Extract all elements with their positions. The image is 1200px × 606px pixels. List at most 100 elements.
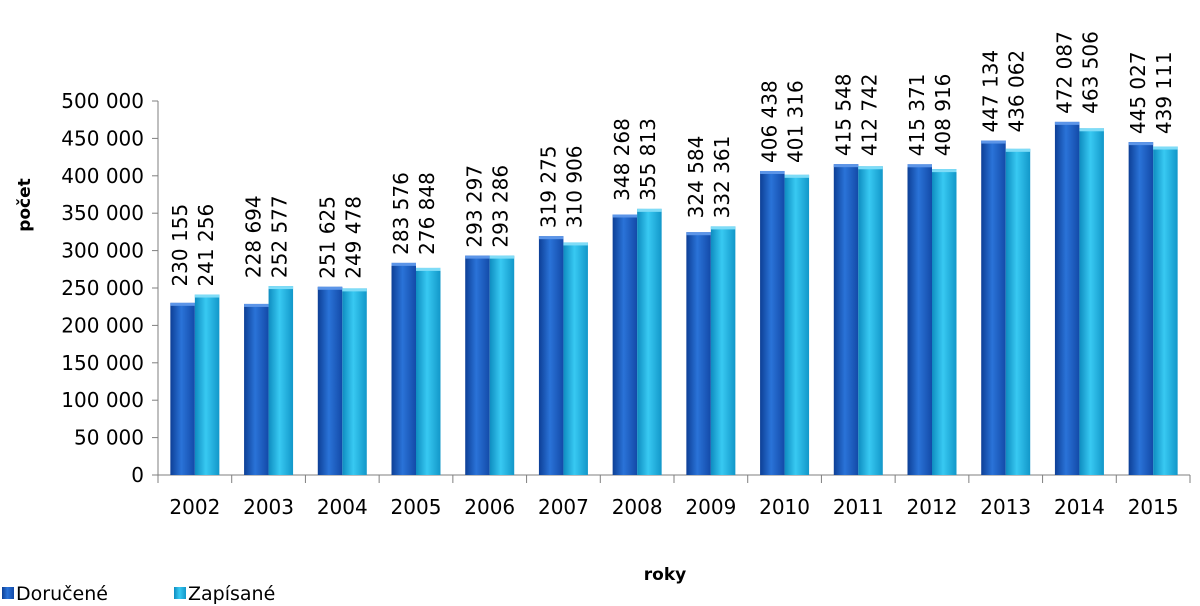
bar-top-Zapísané-2012: [932, 169, 957, 173]
bar-top-Doručené-2010: [760, 170, 785, 174]
bar-Zapísané-2006: [489, 255, 515, 475]
x-tick-label: 2013: [980, 495, 1031, 519]
bar-Doručené-2010: [760, 170, 785, 475]
bar-top-Zapísané-2008: [637, 208, 662, 212]
bar-Zapísané-2014: [1079, 128, 1104, 475]
x-tick-label: 2015: [1128, 495, 1179, 519]
data-label-Doručené-2015: 445 027: [1126, 51, 1150, 134]
data-label-Zapísané-2004: 249 478: [341, 196, 365, 279]
bar-Zapísané-2005: [416, 267, 441, 475]
data-label-Zapísané-2014: 463 506: [1078, 31, 1102, 114]
bar-Zapísané-2012: [932, 169, 957, 475]
bar-top-Doručené-2012: [907, 164, 932, 168]
bar-top-Doručené-2005: [391, 262, 416, 266]
bar-top-Zapísané-2004: [342, 288, 367, 292]
bar-Doručené-2011: [833, 164, 859, 475]
y-axis-title: počet: [15, 178, 35, 232]
bar-top-Zapísané-2005: [416, 267, 441, 271]
bar-Zapísané-2009: [710, 226, 736, 475]
bar-top-Doručené-2004: [317, 286, 343, 290]
bar-Zapísané-2002: [194, 294, 220, 475]
legend-swatch-zapísané: [174, 587, 186, 599]
legend-label-doručené: Doručené: [16, 583, 108, 605]
y-tick-label: 500 000: [61, 89, 144, 113]
bar-Doručené-2007: [538, 236, 564, 475]
data-label-Doručené-2007: 319 275: [536, 145, 560, 228]
x-tick-label: 2003: [243, 495, 294, 519]
bar-top-Zapísané-2007: [563, 242, 588, 246]
bar-top-Zapísané-2014: [1079, 128, 1104, 132]
y-tick-label: 350 000: [61, 201, 144, 225]
bar-top-Zapísané-2011: [858, 166, 883, 170]
x-tick-label: 2007: [538, 495, 589, 519]
bar-top-Zapísané-2002: [194, 294, 220, 298]
x-tick-label: 2014: [1054, 495, 1105, 519]
data-label-Zapísané-2006: 293 286: [489, 165, 513, 248]
bar-Doručené-2014: [1054, 121, 1080, 476]
bar-top-Zapísané-2006: [489, 255, 515, 259]
data-label-Zapísané-2008: 355 813: [636, 118, 660, 201]
data-label-Zapísané-2012: 408 916: [931, 74, 955, 157]
bar-Doručené-2003: [244, 303, 269, 475]
legend-swatch-doručené: [2, 587, 14, 599]
y-tick-label: 50 000: [74, 426, 144, 450]
bar-top-Doručené-2013: [981, 140, 1006, 144]
data-label-Doručené-2011: 415 548: [831, 73, 855, 156]
bar-Zapísané-2004: [342, 288, 367, 475]
data-label-Doručené-2002: 230 155: [168, 204, 192, 287]
y-tick-label: 250 000: [61, 276, 144, 300]
y-tick-label: 150 000: [61, 351, 144, 375]
x-tick-label: 2010: [759, 495, 810, 519]
bar-Doručené-2009: [686, 232, 711, 475]
data-label-Doručené-2010: 406 438: [758, 80, 782, 163]
bar-top-Doručené-2015: [1128, 142, 1154, 146]
data-label-Doručené-2014: 472 087: [1052, 31, 1076, 114]
y-tick-label: 450 000: [61, 126, 144, 150]
bar-top-Zapísané-2015: [1153, 146, 1178, 150]
data-label-Doručené-2004: 251 625: [315, 196, 339, 279]
y-tick-label: 400 000: [61, 164, 144, 188]
y-tick-label: 300 000: [61, 239, 144, 263]
bar-top-Doručené-2007: [538, 236, 564, 240]
bar-Zapísané-2010: [784, 174, 810, 476]
legend-item-doručené: Doručené: [2, 583, 108, 605]
bar-top-Doručené-2006: [465, 255, 490, 259]
data-label-Doručené-2003: 228 694: [242, 195, 266, 278]
bar-Doručené-2004: [317, 286, 343, 475]
bar-top-Zapísané-2003: [268, 286, 294, 290]
bar-Zapísané-2003: [268, 286, 294, 475]
legend-item-zapísané: Zapísané: [174, 583, 275, 605]
bar-Zapísané-2013: [1005, 148, 1031, 475]
y-tick-label: 0: [131, 463, 144, 487]
y-tick-label: 100 000: [61, 388, 144, 412]
bar-Zapísané-2007: [563, 242, 588, 475]
data-label-Zapísané-2009: 332 361: [710, 136, 734, 219]
y-tick-label: 200 000: [61, 313, 144, 337]
bar-Doručené-2008: [612, 214, 638, 475]
bar-top-Zapísané-2010: [784, 174, 810, 178]
data-label-Doručené-2008: 348 268: [610, 118, 634, 201]
x-tick-label: 2008: [612, 495, 663, 519]
data-label-Zapísané-2003: 252 577: [268, 195, 292, 278]
bar-top-Doručené-2014: [1054, 121, 1080, 125]
data-label-Zapísané-2010: 401 316: [784, 80, 808, 163]
x-tick-label: 2006: [464, 495, 515, 519]
bar-Zapísané-2008: [637, 208, 662, 476]
x-tick-label: 2009: [685, 495, 736, 519]
bar-top-Zapísané-2009: [710, 226, 736, 230]
bar-top-Doručené-2002: [170, 302, 195, 306]
bar-top-Doručené-2003: [244, 303, 269, 307]
data-label-Doručené-2009: 324 584: [684, 136, 708, 219]
legend: Doručené Zapísané: [2, 583, 275, 605]
x-tick-label: 2011: [833, 495, 884, 519]
legend-label-zapísané: Zapísané: [188, 583, 275, 605]
bar-Doručené-2002: [170, 302, 195, 475]
plot-area: 0 50 000 100 000 150 000 200 000 250 000 300 0…: [61, 31, 1191, 519]
data-label-Zapísané-2015: 439 111: [1152, 51, 1176, 134]
data-label-Zapísané-2011: 412 742: [857, 73, 881, 156]
bar-top-Doručené-2008: [612, 214, 638, 218]
x-axis-title: roky: [644, 565, 686, 585]
bar-Doručené-2012: [907, 164, 932, 475]
data-label-Doručené-2012: 415 371: [905, 74, 929, 157]
